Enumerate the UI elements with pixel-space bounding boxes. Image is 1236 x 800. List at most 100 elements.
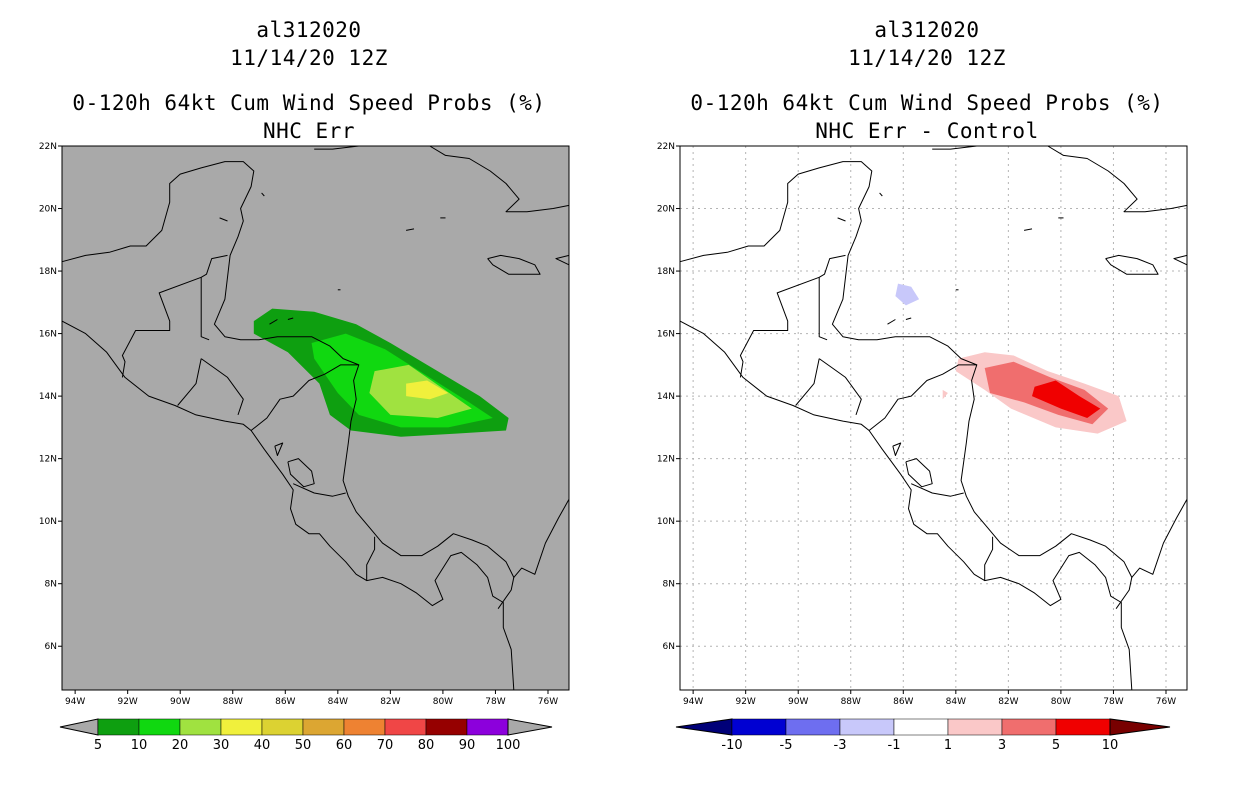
coastline-segment [795, 358, 820, 406]
colorbar-swatch [466, 718, 509, 736]
lat-label: 20N [39, 205, 57, 215]
colorbar-label: -5 [780, 738, 793, 753]
coastline-segment [497, 577, 515, 609]
colorbar-label: 30 [213, 738, 230, 753]
colorbar-arrow-low [59, 718, 99, 736]
lat-label: 14N [39, 392, 57, 402]
lon-label: 76W [1156, 697, 1176, 707]
contour-30pct [406, 380, 449, 400]
colorbar: 5 10 20 30 40 50 60 70 80 90 100 [59, 718, 553, 753]
lat-label: 22N [39, 142, 57, 152]
coastline-segment [1047, 145, 1188, 213]
coastline-segment [287, 317, 294, 320]
coastline-segment [61, 320, 515, 691]
coastline-segment [121, 276, 202, 378]
coastline-segment [292, 483, 346, 497]
coastline-segment [868, 364, 977, 431]
coastline-segment [679, 161, 1188, 578]
colorbar-swatch [1055, 718, 1111, 736]
lat-label: 12N [39, 455, 57, 465]
colorbar-label: 5 [94, 738, 102, 753]
lon-label: 86W [275, 697, 295, 707]
colorbar-label: 40 [254, 738, 271, 753]
lon-label: 92W [735, 697, 755, 707]
coastline-segment [406, 228, 415, 231]
coastlines [679, 145, 1188, 691]
lat-label: 20N [657, 205, 675, 215]
colorbar-swatch [893, 718, 949, 736]
colorbar-label: -10 [721, 738, 742, 753]
coastline-segment [555, 254, 570, 266]
storm-id-title: al312020 [256, 18, 362, 42]
coastline-segment [818, 358, 862, 416]
coastline-segment [269, 319, 278, 325]
lat-label: 10N [657, 517, 675, 527]
lat-label: 12N [657, 455, 675, 465]
colorbar-swatch [97, 718, 140, 736]
lat-label: 6N [45, 642, 57, 652]
coastline-segment [287, 458, 315, 488]
colorbar-swatch [179, 718, 222, 736]
colorbar-arrow-low [675, 718, 733, 736]
coastline-segment [910, 483, 964, 497]
map-left: 22N 20N 18N 16N 14N 12N 10N 8N 6N 94W 92W 90W 88W 86W… [39, 142, 570, 753]
map-right: 22N 20N 18N 16N 14N 12N 10N 8N 6N 94W 92W 90W 88W 86W… [657, 142, 1188, 753]
coastline-segment [261, 192, 265, 197]
gridlines [680, 145, 1187, 690]
colorbar: -10 -5 -3 -1 1 3 5 10 [675, 718, 1171, 753]
lat-label: 16N [657, 330, 675, 340]
lon-label: 78W [1103, 697, 1123, 707]
colorbar-arrow-high [507, 718, 553, 736]
lon-label: 84W [946, 697, 966, 707]
coastline-segment [892, 442, 902, 456]
colorbar-swatch [1001, 718, 1057, 736]
coastline-segment [1115, 577, 1133, 609]
lon-label: 82W [380, 697, 400, 707]
lat-label: 10N [39, 517, 57, 527]
coastline-segment [932, 145, 977, 150]
colorbar-swatch [343, 718, 386, 736]
coastline-segment [679, 320, 1133, 691]
colorbar-label: 80 [418, 738, 435, 753]
coastline-segment [984, 536, 994, 581]
datetime-title: 11/14/20 12Z [848, 46, 1006, 70]
coastline-segment [250, 364, 359, 431]
map-frame [61, 145, 570, 691]
probability-contours [253, 308, 509, 437]
colorbar-label: 1 [944, 738, 952, 753]
colorbar-swatch [302, 718, 345, 736]
coastline-segment [429, 145, 570, 213]
contour-pos5 [1032, 380, 1101, 418]
lon-label: 84W [328, 697, 348, 707]
panel-left: al312020 11/14/20 12Z 0-120h 64kt Cum Wi… [39, 18, 570, 753]
colorbar-label: -1 [888, 738, 901, 753]
datetime-title: 11/14/20 12Z [230, 46, 388, 70]
lon-label: 78W [485, 697, 505, 707]
coastline-segment [905, 317, 912, 320]
subtitle: NHC Err [262, 119, 355, 143]
coastline-segment [905, 458, 933, 488]
coastline-segment [487, 254, 541, 275]
colorbar-swatch [220, 718, 263, 736]
coastline-segment [879, 192, 883, 197]
coastline-segment [219, 217, 228, 222]
lon-label: 90W [788, 697, 808, 707]
colorbar-label: 90 [459, 738, 476, 753]
lat-label: 18N [657, 267, 675, 277]
lon-label: 88W [841, 697, 861, 707]
lat-label: 14N [657, 392, 675, 402]
lon-label: 94W [65, 697, 85, 707]
lon-label: 80W [433, 697, 453, 707]
coastline-segment [887, 319, 896, 325]
coastline-segment [200, 254, 228, 278]
colorbar-arrow-high [1109, 718, 1171, 736]
lat-label: 16N [39, 330, 57, 340]
product-title: 0-120h 64kt Cum Wind Speed Probs (%) [72, 91, 546, 115]
colorbar-label: 10 [1102, 738, 1119, 753]
colorbar-swatch [261, 718, 304, 736]
coastline-segment [366, 536, 376, 581]
colorbar-label: 5 [1052, 738, 1060, 753]
coastline-segment [177, 358, 202, 406]
colorbar-label: 3 [998, 738, 1006, 753]
coastline-segment [1173, 254, 1188, 266]
